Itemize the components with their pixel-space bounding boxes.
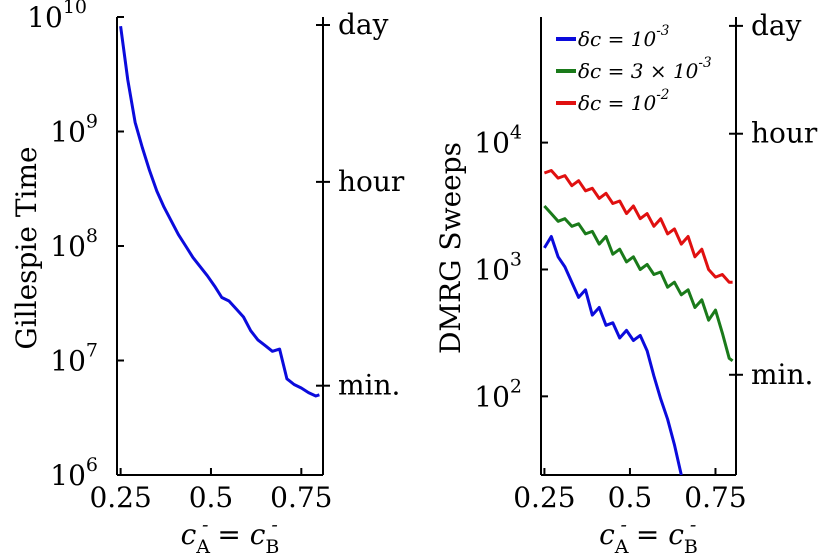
- panel2-legend-label-2-base-0: δc: [578, 59, 601, 83]
- panel2-x-axis-label-space-1: [627, 518, 636, 551]
- panel1-y-tick-label: 106: [50, 454, 98, 492]
- panel2-legend-label-2-base-8: 10: [673, 59, 699, 83]
- panel1-y-tick-exp: 9: [86, 111, 98, 133]
- panel2-legend-label-2: δc = 3 × 10-3​: [578, 55, 712, 83]
- panel2-legend-label-3-base-2: =: [608, 91, 625, 115]
- panel2-legend-label-1: δc = 10-3​: [578, 23, 669, 51]
- panel2-legend-label-1-base-2: =: [608, 27, 625, 51]
- panel2-y-tick-exp: 3: [510, 248, 522, 270]
- panel2-x-axis-label-sub-4: B: [684, 536, 698, 554]
- panel1-y-tick-base: 10: [50, 116, 86, 149]
- panel2-y-axis-label: DMRG Sweeps: [434, 142, 467, 354]
- panel2-legend-label-3-sup-4: -2: [656, 87, 669, 103]
- panel1-x-tick-label: 0.75: [270, 481, 332, 514]
- panel2-right-tick-label-hour: hour: [751, 117, 818, 150]
- panel2-y-tick-base: 10: [474, 253, 510, 286]
- panel1-y-tick-base: 10: [50, 459, 86, 492]
- panel2-series-line-2: [543, 204, 734, 363]
- panel2-y-tick-label: 102: [474, 375, 522, 413]
- panel2-legend-label-1-base-4: 10: [631, 27, 657, 51]
- panel1-x-axis-label-sub-4: B: [265, 536, 279, 554]
- panel1-x-axis-label-space-3: [241, 518, 250, 551]
- panel1-right-tick-label-hour: hour: [338, 165, 405, 198]
- panel1-y-tick-base: 10: [50, 345, 86, 378]
- panel2-legend-label-3: δc = 10-2​: [578, 87, 669, 115]
- panel1-x-tick-label: 0.5: [189, 481, 234, 514]
- panel1-x-tick-label: 0.25: [89, 481, 151, 514]
- panel2-x-axis-label-base-2: =: [636, 518, 659, 551]
- panel2-legend-label-2-base-2: =: [608, 59, 625, 83]
- panel2-legend-label-2-base-6: ×: [650, 59, 667, 83]
- panel1-y-tick-label: 1010: [27, 0, 87, 34]
- panel2-legend-label-1-sup-4: -3: [656, 23, 669, 39]
- panel1-y-tick-exp: 6: [86, 454, 98, 476]
- panel1-x-axis-label-base-2: =: [217, 518, 240, 551]
- panel1-x-axis-label-space-1: [208, 518, 217, 551]
- panel2-right-tick-label-min: min.: [751, 358, 813, 391]
- panel1-x-axis-label-base-0: c: [181, 518, 197, 551]
- panel1-y-tick-label: 107: [50, 340, 98, 378]
- panel2-x-tick-label: 0.75: [684, 481, 746, 514]
- panel1-x-axis-label: cA-​ = cB-​: [181, 514, 280, 554]
- panel2-y-tick-label: 104: [474, 122, 522, 160]
- panel1-y-tick-exp: 8: [86, 225, 98, 247]
- panel2-series-line-3: [543, 169, 733, 284]
- panel2-y-tick-label: 103: [474, 248, 522, 286]
- panel2-x-tick-label: 0.25: [513, 481, 575, 514]
- panel1-y-tick-label: 108: [50, 225, 98, 263]
- panel1-x-axis-label-sup-0: -: [202, 514, 208, 536]
- panel1-y-tick-base: 10: [50, 230, 86, 263]
- panel1-x-axis-label-base-4: c: [250, 518, 266, 551]
- panel2-legend-label-2-base-4: 3: [631, 59, 644, 83]
- panel2-x-axis-label-sub-0: A: [614, 536, 629, 554]
- panel2-right-tick-label-day: day: [751, 9, 802, 42]
- panel2-x-axis-label-base-0: c: [599, 518, 615, 551]
- panel2-x-axis-label-sup-0: -: [621, 514, 627, 536]
- panel2-x-axis-label-base-4: c: [668, 518, 684, 551]
- panel1-y-tick-exp: 7: [86, 340, 98, 362]
- panel2-y-tick-exp: 4: [510, 122, 522, 144]
- panel2-x-axis-label: cA-​ = cB-​: [599, 514, 698, 554]
- panel2-y-tick-base: 10: [474, 380, 510, 413]
- panel2-series-line-1: [543, 235, 683, 475]
- panel1-y-axis-label: Gillespie Time: [10, 146, 43, 349]
- panel2-x-axis-label-space-3: [659, 518, 668, 551]
- panel1-chart: 0.25 0.5 0.751061071081091010dayhourmin.Gi…: [10, 0, 405, 554]
- panel1-y-tick-exp: 10: [63, 0, 87, 18]
- panel1-series-line-1: [119, 26, 320, 398]
- panel2-legend-label-2-sup-8: -3: [698, 55, 711, 71]
- panel2-legend-label-1-base-0: δc: [578, 27, 601, 51]
- panel1-y-tick-label: 109: [50, 111, 98, 149]
- panel2-legend-label-3-base-0: δc: [578, 91, 601, 115]
- panel1-x-axis-label-sup-4: -: [271, 514, 277, 536]
- panel2-y-tick-base: 10: [474, 127, 510, 160]
- panel1-y-tick-base: 10: [27, 1, 63, 34]
- panel2-x-axis-label-sup-4: -: [690, 514, 696, 536]
- panel2-y-tick-exp: 2: [510, 375, 522, 397]
- panel2-x-tick-label: 0.5: [608, 481, 653, 514]
- panel1-right-tick-label-min: min.: [338, 369, 400, 402]
- panel2-legend-label-3-base-4: 10: [631, 91, 657, 115]
- panel1-x-axis-label-sub-0: A: [195, 536, 210, 554]
- panel1-right-tick-label-day: day: [338, 8, 389, 41]
